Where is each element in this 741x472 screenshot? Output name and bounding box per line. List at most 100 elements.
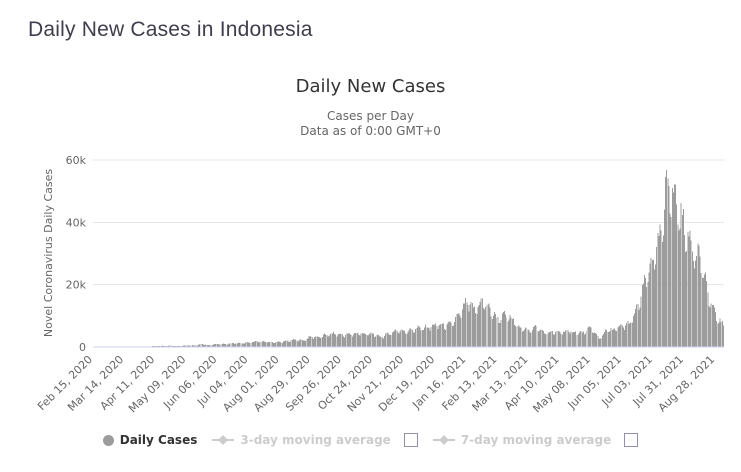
daily-cases-bar [216, 343, 218, 347]
daily-cases-bar [425, 324, 427, 347]
legend-label-3day-moving-average: 3-day moving average [240, 433, 391, 447]
daily-cases-bar [387, 333, 389, 347]
daily-cases-bar [264, 341, 266, 347]
daily-cases-bar [539, 329, 541, 347]
daily-cases-bar [278, 341, 280, 347]
daily-cases-bar [280, 342, 282, 347]
daily-cases-bar [634, 313, 635, 347]
daily-cases-bar [512, 318, 514, 347]
daily-cases-bar [584, 334, 585, 347]
daily-cases-bar [374, 336, 376, 347]
daily-cases-bar [420, 330, 422, 347]
daily-cases-bar [414, 332, 416, 347]
legend-item-7day-moving-average[interactable]: 7-day moving average [432, 433, 611, 447]
daily-cases-bar [492, 315, 494, 347]
daily-cases-bar [205, 344, 207, 347]
daily-cases-bar [468, 311, 470, 347]
daily-cases-bar [285, 340, 287, 347]
daily-cases-bar [580, 330, 582, 347]
daily-cases-bar [208, 344, 210, 347]
daily-cases-bar [401, 329, 403, 347]
legend-checkbox-3day-moving-average[interactable] [403, 433, 418, 447]
daily-cases-bar [590, 327, 592, 347]
daily-cases-bar [688, 236, 690, 347]
daily-cases-bar [687, 232, 689, 347]
daily-cases-bar [415, 329, 417, 347]
legend-checkbox-7day-moving-average[interactable] [624, 433, 639, 447]
daily-cases-bar [626, 322, 628, 347]
daily-cases-bar [696, 255, 698, 347]
daily-cases-bar [640, 296, 642, 347]
daily-cases-bar [596, 334, 598, 347]
daily-cases-bar [489, 307, 491, 347]
daily-cases-bar [227, 344, 229, 347]
daily-cases-bar [521, 331, 523, 347]
daily-cases-bar [379, 336, 381, 347]
y-axis-tick-label: 60k [66, 154, 87, 167]
daily-cases-bar [206, 344, 208, 347]
daily-cases-bar [624, 329, 625, 347]
daily-cases-bar [597, 336, 599, 347]
daily-cases-bar [554, 334, 556, 347]
daily-cases-bar [334, 334, 336, 347]
daily-cases-bar [685, 251, 687, 347]
daily-cases-bar [500, 319, 502, 347]
daily-cases-bar [551, 331, 553, 347]
daily-cases-bar [704, 274, 705, 347]
daily-cases-bar [337, 334, 339, 347]
daily-cases-bar [192, 345, 194, 347]
daily-cases-bar [675, 184, 677, 347]
y-axis-title: Novel Coronavirus Daily Cases [42, 169, 55, 337]
daily-cases-bar [469, 304, 471, 347]
daily-cases-bar [447, 322, 449, 347]
daily-cases-bar [709, 307, 711, 347]
daily-cases-bar [292, 338, 294, 347]
daily-cases-bar [491, 318, 493, 347]
daily-cases-bar [622, 327, 624, 347]
daily-cases-bar [522, 331, 524, 347]
daily-cases-bar [490, 316, 492, 347]
daily-cases-bar [532, 327, 534, 347]
daily-cases-bar [260, 341, 262, 347]
daily-cases-bar [564, 331, 566, 347]
daily-cases-bar [655, 264, 657, 347]
daily-cases-bar [517, 326, 519, 347]
daily-cases-bar [359, 335, 361, 347]
daily-cases-bar [486, 305, 488, 347]
daily-cases-bar [386, 332, 388, 347]
daily-cases-bar [406, 333, 408, 347]
daily-cases-bar [436, 326, 438, 347]
daily-cases-bar [219, 344, 221, 347]
legend-item-3day-moving-average[interactable]: 3-day moving average [212, 433, 391, 447]
daily-cases-bar [441, 323, 443, 347]
daily-cases-bar [217, 344, 219, 347]
daily-cases-bar [462, 303, 464, 347]
daily-cases-bar [498, 323, 500, 347]
daily-cases-bar [320, 338, 322, 347]
daily-cases-bar [426, 327, 428, 347]
daily-cases-bar [306, 338, 308, 347]
legend-item-daily-cases[interactable]: Daily Cases [102, 433, 197, 447]
daily-cases-bar [506, 317, 508, 347]
daily-cases-bar [631, 322, 633, 347]
daily-cases-bar [587, 327, 589, 347]
daily-cases-bar [644, 275, 645, 347]
daily-cases-bar [372, 333, 374, 347]
daily-cases-bar [307, 338, 309, 347]
daily-cases-bar [330, 333, 332, 347]
daily-cases-bar [421, 329, 423, 347]
daily-cases-bar [322, 334, 324, 347]
daily-cases-bar [487, 304, 489, 347]
daily-cases-bar [384, 335, 386, 347]
daily-cases-bar [254, 341, 256, 347]
daily-cases-bar [695, 260, 697, 347]
daily-cases-bar [245, 342, 247, 347]
daily-cases-bar [166, 345, 168, 347]
daily-cases-bar [360, 333, 362, 347]
daily-cases-bar [635, 308, 637, 347]
daily-cases-bar [312, 338, 314, 347]
daily-cases-bar [550, 330, 552, 347]
daily-cases-bar [497, 317, 499, 347]
daily-cases-bar [617, 327, 619, 347]
daily-cases-bar [327, 336, 329, 347]
